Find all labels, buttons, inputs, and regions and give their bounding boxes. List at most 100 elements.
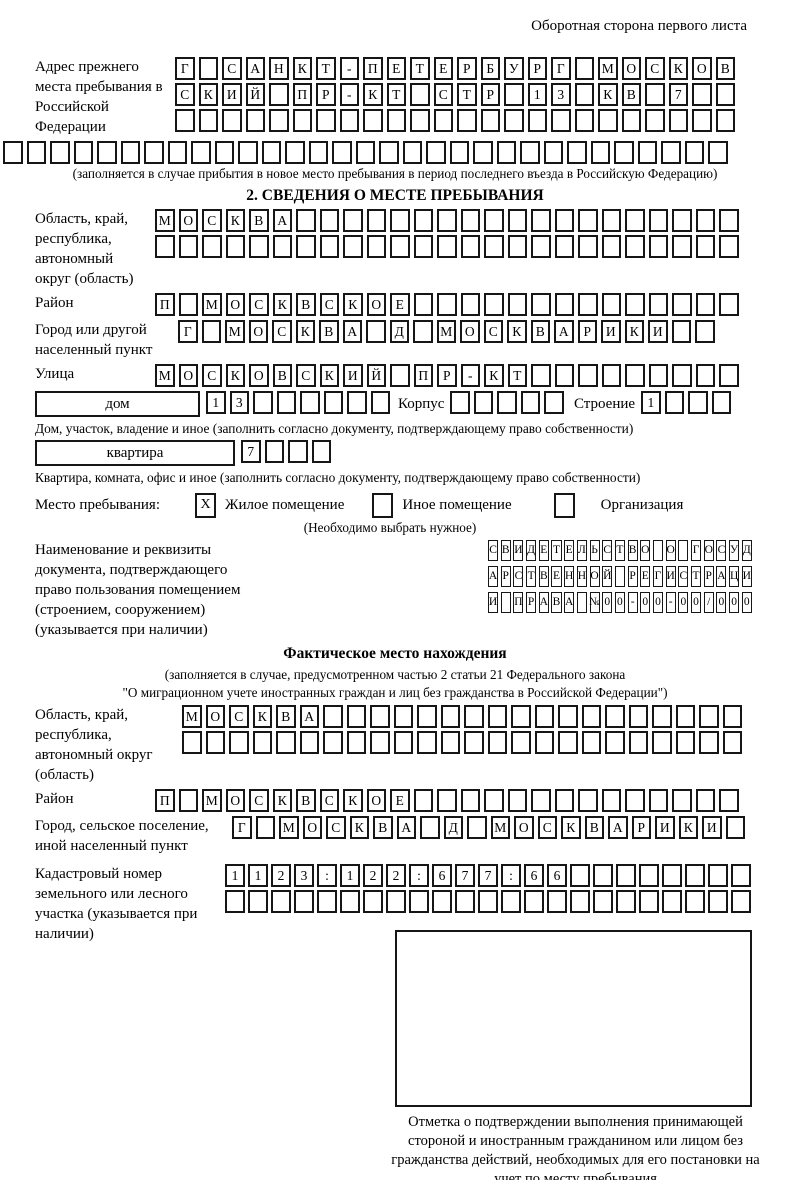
form-cell[interactable]: Д: [443, 816, 463, 839]
form-cell[interactable]: [708, 864, 728, 887]
form-cell[interactable]: О: [460, 320, 480, 343]
form-cell[interactable]: 2: [386, 864, 406, 887]
form-cell[interactable]: [432, 890, 452, 913]
form-cell[interactable]: [144, 141, 164, 164]
form-cell[interactable]: О: [178, 364, 198, 387]
form-cell[interactable]: А: [396, 816, 416, 839]
form-cell[interactable]: [484, 789, 504, 812]
form-cell[interactable]: [715, 109, 735, 132]
form-cell[interactable]: [175, 109, 195, 132]
form-cell[interactable]: [413, 209, 433, 232]
form-cell[interactable]: [393, 705, 413, 728]
form-cell[interactable]: [616, 864, 636, 887]
form-cell[interactable]: 1: [248, 864, 268, 887]
form-cell[interactable]: [719, 364, 739, 387]
form-cell[interactable]: И: [665, 566, 676, 587]
form-cell[interactable]: [460, 293, 480, 316]
form-cell[interactable]: 6: [547, 864, 567, 887]
form-cell[interactable]: [637, 141, 657, 164]
form-cell[interactable]: С: [602, 540, 613, 561]
form-cell[interactable]: О: [703, 540, 714, 561]
form-cell[interactable]: :: [409, 864, 429, 887]
form-cell[interactable]: К: [319, 364, 339, 387]
form-cell[interactable]: Ц: [729, 566, 740, 587]
form-cell[interactable]: [520, 141, 540, 164]
form-cell[interactable]: [520, 391, 541, 414]
form-cell[interactable]: У: [729, 540, 740, 561]
form-cell[interactable]: Б: [480, 57, 500, 80]
form-cell[interactable]: [269, 83, 289, 106]
form-cell[interactable]: [578, 209, 598, 232]
form-cell[interactable]: [695, 209, 715, 232]
form-cell[interactable]: П: [513, 592, 524, 613]
form-cell[interactable]: [570, 864, 590, 887]
form-cell[interactable]: В: [530, 320, 550, 343]
form-cell[interactable]: М: [155, 209, 175, 232]
form-cell[interactable]: В: [276, 705, 296, 728]
form-cell[interactable]: [487, 705, 507, 728]
checkbox-residential[interactable]: X: [195, 492, 216, 518]
form-cell[interactable]: 7: [455, 864, 475, 887]
form-cell[interactable]: [699, 705, 719, 728]
form-cell[interactable]: Ь: [589, 540, 600, 561]
form-cell[interactable]: [178, 293, 198, 316]
form-cell[interactable]: Т: [316, 57, 336, 80]
form-cell[interactable]: [672, 235, 692, 258]
form-cell[interactable]: С: [716, 540, 727, 561]
form-cell[interactable]: О: [366, 789, 386, 812]
form-cell[interactable]: [715, 83, 735, 106]
form-cell[interactable]: А: [342, 320, 362, 343]
form-cell[interactable]: -: [460, 364, 480, 387]
form-cell[interactable]: [547, 890, 567, 913]
form-cell[interactable]: [292, 109, 312, 132]
form-cell[interactable]: [574, 83, 594, 106]
form-cell[interactable]: [410, 109, 430, 132]
form-cell[interactable]: [390, 235, 410, 258]
form-cell[interactable]: [238, 141, 258, 164]
form-cell[interactable]: [319, 235, 339, 258]
form-cell[interactable]: [671, 320, 691, 343]
form-cell[interactable]: К: [624, 320, 644, 343]
form-cell[interactable]: С: [537, 816, 557, 839]
form-cell[interactable]: О: [249, 364, 269, 387]
form-cell[interactable]: [222, 109, 242, 132]
form-cell[interactable]: К: [252, 705, 272, 728]
form-cell[interactable]: [688, 391, 708, 414]
form-cell[interactable]: О: [589, 566, 600, 587]
form-cell[interactable]: 2: [271, 864, 291, 887]
form-cell[interactable]: 3: [551, 83, 571, 106]
form-cell[interactable]: И: [513, 540, 524, 561]
form-cell[interactable]: [120, 141, 140, 164]
form-cell[interactable]: К: [343, 293, 363, 316]
form-cell[interactable]: Т: [386, 83, 406, 106]
form-cell[interactable]: [413, 235, 433, 258]
form-cell[interactable]: П: [292, 83, 312, 106]
form-cell[interactable]: [386, 890, 406, 913]
form-cell[interactable]: Р: [577, 320, 597, 343]
form-cell[interactable]: Р: [480, 83, 500, 106]
form-cell[interactable]: [296, 235, 316, 258]
form-cell[interactable]: [554, 789, 574, 812]
form-cell[interactable]: Е: [386, 57, 406, 80]
form-cell[interactable]: У: [504, 57, 524, 80]
form-cell[interactable]: В: [319, 320, 339, 343]
form-cell[interactable]: [50, 141, 70, 164]
form-cell[interactable]: [393, 731, 413, 754]
form-cell[interactable]: [605, 731, 625, 754]
form-cell[interactable]: 3: [229, 391, 249, 414]
form-cell[interactable]: [299, 731, 319, 754]
form-cell[interactable]: [576, 592, 587, 613]
form-cell[interactable]: Д: [741, 540, 752, 561]
form-cell[interactable]: [413, 789, 433, 812]
form-cell[interactable]: С: [645, 57, 665, 80]
form-cell[interactable]: Р: [457, 57, 477, 80]
form-cell[interactable]: Т: [507, 364, 527, 387]
form-cell[interactable]: [413, 320, 433, 343]
form-cell[interactable]: С: [483, 320, 503, 343]
form-cell[interactable]: [370, 391, 390, 414]
form-cell[interactable]: [531, 789, 551, 812]
form-cell[interactable]: Т: [457, 83, 477, 106]
form-cell[interactable]: -: [665, 592, 676, 613]
form-cell[interactable]: А: [272, 209, 292, 232]
form-cell[interactable]: [708, 141, 728, 164]
